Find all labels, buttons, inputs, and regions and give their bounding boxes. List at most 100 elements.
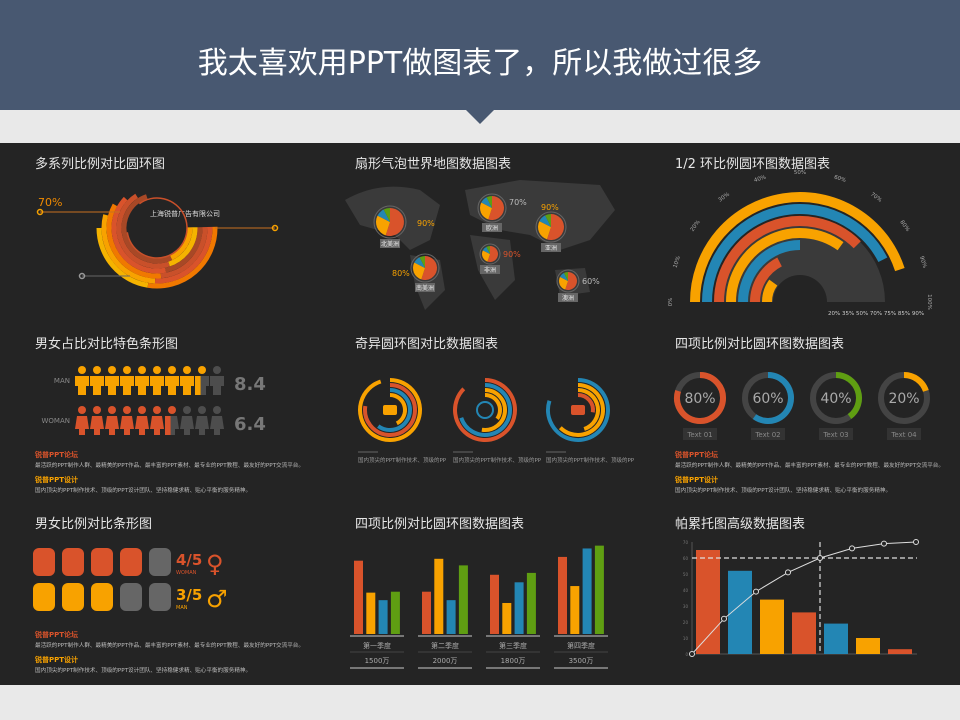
woman-figure: [210, 416, 224, 435]
ratio-block: [62, 583, 84, 611]
category-label: 第二季度: [431, 641, 459, 650]
region-name: 南美洲: [416, 284, 434, 292]
region-label-box: [482, 223, 502, 232]
odd-ring-arc: [363, 383, 417, 437]
man-figure: [90, 376, 104, 395]
odd-ring-arc: [389, 393, 407, 426]
pareto-bar: [824, 623, 848, 654]
donut-label-box: [887, 428, 921, 440]
tick-label: 10%: [673, 255, 682, 268]
ratio-block: [149, 548, 171, 576]
pie-slice: [488, 195, 505, 221]
woman-figure: [75, 416, 89, 435]
title-multi-ring: 多系列比例对比圆环图: [35, 156, 165, 172]
region-name: 欧洲: [486, 224, 498, 232]
partial-fill: [165, 416, 171, 435]
pie-slice: [419, 256, 425, 268]
donut-value-arc: [674, 372, 726, 424]
title-people: 男女占比对比特色条形图: [35, 336, 178, 352]
row-value: 8.4: [234, 374, 266, 395]
half-ring-band: [702, 204, 888, 303]
ring-arc: [168, 227, 198, 267]
man-figure: [180, 376, 194, 395]
ring-percent-label: 70%: [38, 196, 62, 209]
blocks-desc-heading-2: 锐普PPT设计: [35, 655, 78, 664]
y-tick-label: 50: [683, 572, 689, 577]
row-label: WOMAN: [42, 417, 71, 425]
man-figure: [210, 376, 224, 395]
person-head: [153, 366, 161, 374]
y-tick-label: 0: [685, 652, 688, 657]
charts-canvas: 多系列比例对比圆环图 扇形气泡世界地图数据图表 1/2 环比例圆环图数据图表 男…: [33, 156, 944, 674]
y-tick-label: 70: [683, 540, 689, 545]
odd-ring-arc: [453, 378, 517, 442]
ratio-name: MAN: [176, 605, 188, 611]
pie-slice: [559, 272, 568, 281]
region-label-box: [480, 265, 500, 274]
cumulative-point: [785, 569, 791, 576]
header-pointer: [466, 110, 494, 124]
total-label: 1800万: [501, 657, 526, 665]
bar: [526, 572, 536, 634]
man-figure: [135, 376, 149, 395]
category-label: 第三季度: [499, 641, 527, 650]
ring-arc: [147, 226, 218, 289]
pie-outline: [477, 193, 507, 223]
ring-arc: [106, 203, 162, 279]
female-symbol-icon: ♀: [206, 550, 224, 578]
half-ring-band: [738, 240, 801, 303]
pie-outline: [479, 243, 501, 265]
y-tick-label: 40: [683, 588, 689, 593]
odd-ring-arc: [377, 388, 412, 432]
woman-figure: [105, 416, 119, 435]
pie-slice: [486, 196, 492, 208]
donut-label-box: [683, 428, 717, 440]
pie-slice: [559, 276, 568, 290]
pie-slice: [539, 215, 551, 227]
ratio-block: [91, 583, 113, 611]
odd-ring-arc: [577, 388, 600, 431]
pie-slice: [482, 250, 490, 262]
y-tick-label: 30: [683, 604, 689, 609]
bar: [558, 556, 567, 634]
male-symbol-icon: ♂: [206, 585, 228, 613]
bar: [354, 560, 363, 634]
odd-ring-arc: [558, 383, 605, 437]
category-label: 第一季度: [363, 641, 391, 650]
ring-arc: [121, 194, 173, 264]
woman-figure: [150, 416, 164, 435]
man-figure: [105, 376, 119, 395]
person-head: [183, 406, 191, 414]
pareto-bar: [888, 649, 912, 654]
woman-figure: [135, 416, 149, 435]
bar: [446, 600, 456, 634]
ring-arc: [96, 227, 149, 288]
title-map: 扇形气泡世界地图数据图表: [355, 156, 511, 172]
person-head: [213, 406, 221, 414]
odd-ring-arc: [459, 383, 512, 437]
pareto-bar: [696, 550, 720, 654]
half-ring-band: [714, 216, 861, 303]
person-head: [198, 366, 206, 374]
pareto-bar: [856, 638, 880, 654]
donut-percent: 40%: [820, 391, 851, 407]
partial-fill: [195, 376, 201, 395]
person-head: [153, 406, 161, 414]
region-percent: 60%: [582, 277, 600, 286]
tick-label: 0%: [668, 298, 674, 307]
pie-outline: [373, 205, 407, 239]
pie-slice: [376, 215, 390, 236]
people-desc-text-2: 国内顶尖的PPT制作技术、顶级的PPT设计团队、坚持稳健求精、贴心平衡的服务精神…: [35, 486, 251, 494]
donut-desc-text-1: 最活跃的PPT制作人群、最精美的PPT作品、最丰富的PPT素材、最专业的PPT教…: [675, 461, 944, 469]
page-title: 我太喜欢用PPT做图表了，所以我做过很多: [197, 46, 763, 81]
pie-slice: [487, 246, 498, 262]
tick-label: 70%: [869, 192, 882, 204]
cumulative-point: [913, 539, 919, 545]
cumulative-point: [817, 555, 823, 561]
person-head: [123, 406, 131, 414]
y-tick-label: 20: [683, 620, 689, 625]
person-head: [78, 406, 86, 414]
ring-arc: [116, 193, 170, 269]
ratio-block: [120, 548, 142, 576]
region-label-box: [380, 239, 400, 248]
